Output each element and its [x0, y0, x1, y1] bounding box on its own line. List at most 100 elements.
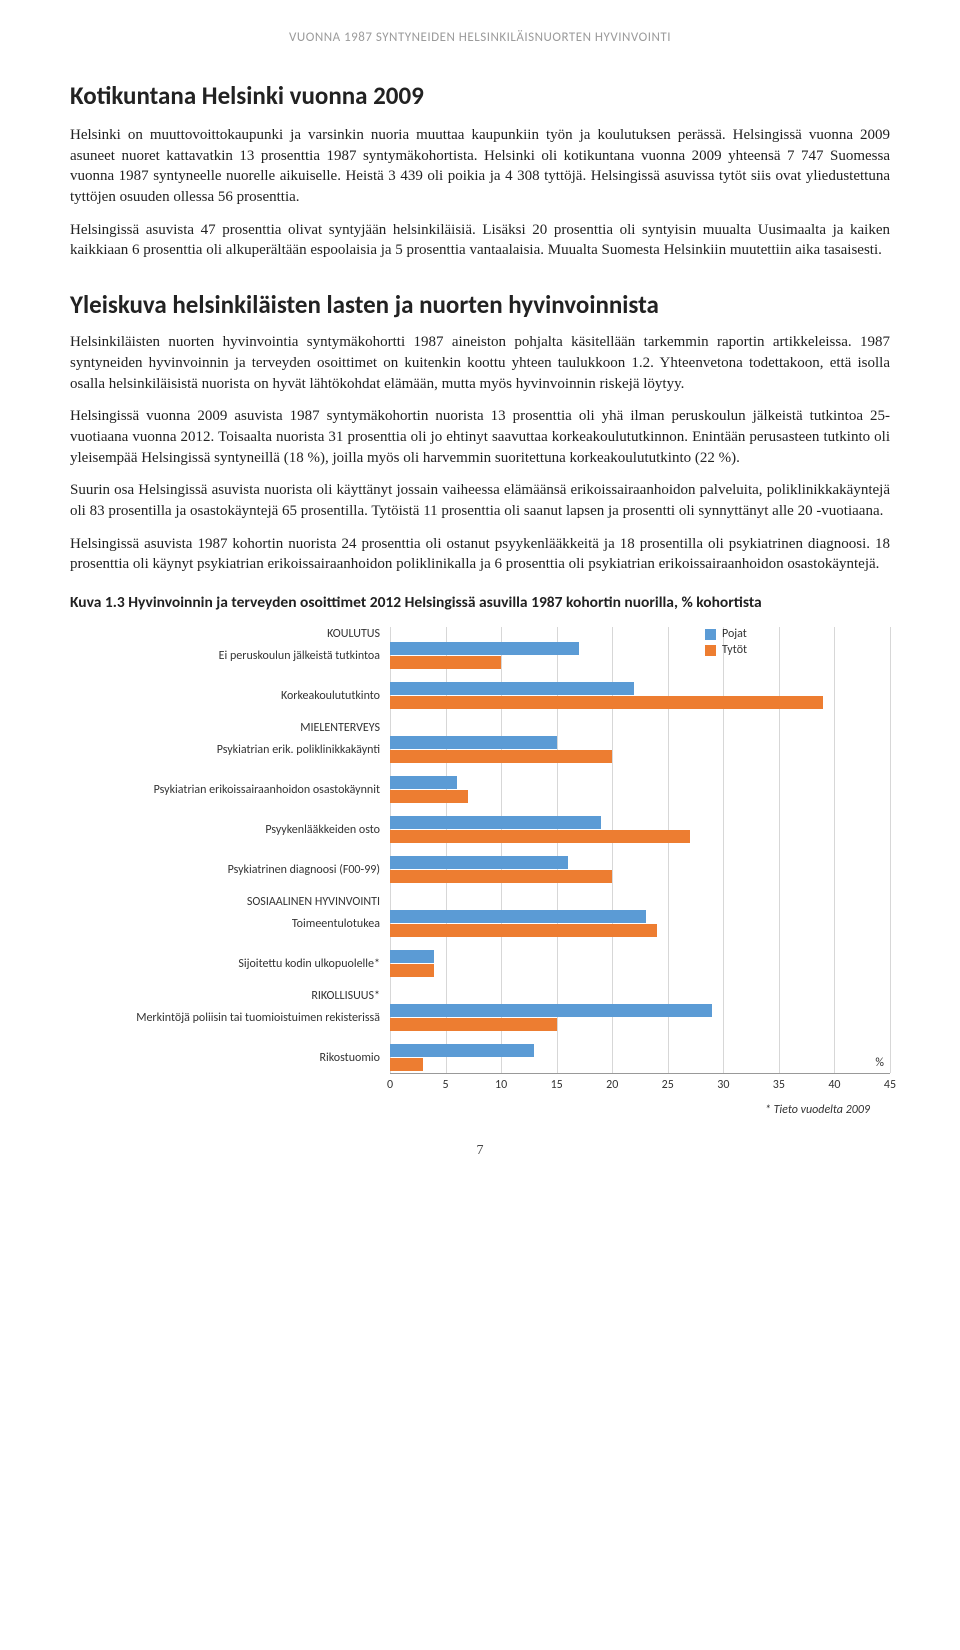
bar-pojat: [390, 816, 601, 829]
row-label: Psykiatrian erik. poliklinikkakäynti: [70, 735, 390, 765]
bar-tytot: [390, 656, 501, 669]
category-header: MIELENTERVEYS: [70, 721, 390, 735]
bar-row: [390, 681, 890, 711]
bar-tytot: [390, 924, 657, 937]
bar-group: [390, 1043, 890, 1073]
page-running-header: VUONNA 1987 SYNTYNEIDEN HELSINKILÄISNUOR…: [70, 30, 890, 45]
bar-group: [390, 775, 890, 805]
bar-row: [390, 855, 890, 885]
x-tick-label: 35: [773, 1078, 785, 1092]
bar-row-spacer: [390, 671, 890, 681]
category-header: SOSIAALINEN HYVINVOINTI: [70, 895, 390, 909]
bar-tytot: [390, 790, 468, 803]
row-label: Merkintöjä poliisin tai tuomioistuimen r…: [70, 1003, 390, 1033]
bar-row: [390, 775, 890, 805]
row-gap: [70, 885, 390, 895]
bar-row-spacer: [390, 979, 890, 989]
row-label: Sijoitettu kodin ulkopuolelle*: [70, 949, 390, 979]
y-axis-labels: KOULUTUSEi peruskoulun jälkeistä tutkint…: [70, 627, 390, 1073]
x-tick-label: 40: [828, 1078, 840, 1092]
bar-tytot: [390, 964, 434, 977]
x-axis: 051015202530354045%: [390, 1073, 890, 1101]
bar-pojat: [390, 736, 557, 749]
bar-tytot: [390, 696, 823, 709]
x-tick-label: 10: [495, 1078, 507, 1092]
x-tick-label: 15: [551, 1078, 563, 1092]
bar-pojat: [390, 1044, 534, 1057]
row-label: Ei peruskoulun jälkeistä tutkintoa: [70, 641, 390, 671]
x-tick-label: 45: [884, 1078, 896, 1092]
bar-row-spacer: [390, 845, 890, 855]
bar-row: [390, 641, 890, 671]
paragraph: Helsinkiläisten nuorten hyvinvointia syn…: [70, 332, 890, 394]
bar-tytot: [390, 1018, 557, 1031]
bar-group: [390, 815, 890, 845]
bar-pojat: [390, 950, 434, 963]
row-gap: [70, 939, 390, 949]
bar-group: [390, 949, 890, 979]
category-header: RIKOLLISUUS*: [70, 989, 390, 1003]
bar-row-spacer: [390, 711, 890, 721]
bar-row-spacer: [390, 885, 890, 895]
paragraph: Helsingissä vuonna 2009 asuvista 1987 sy…: [70, 406, 890, 468]
bar-row: [390, 1003, 890, 1033]
percent-symbol: %: [875, 1056, 884, 1070]
gridline: [890, 627, 891, 1073]
legend-label: Pojat: [722, 627, 747, 641]
bar-tytot: [390, 750, 612, 763]
category-header: KOULUTUS: [70, 627, 390, 641]
bar-row-spacer: [390, 989, 890, 1003]
x-tick-label: 25: [662, 1078, 674, 1092]
bar-pojat: [390, 776, 457, 789]
bar-row-spacer: [390, 805, 890, 815]
bar-pojat: [390, 682, 634, 695]
bar-pojat: [390, 1004, 712, 1017]
row-gap: [70, 979, 390, 989]
row-gap: [70, 1033, 390, 1043]
bar-pojat: [390, 910, 646, 923]
bar-group: [390, 641, 890, 671]
row-label: Toimeentulotukea: [70, 909, 390, 939]
paragraph: Helsingissä asuvista 47 prosenttia oliva…: [70, 220, 890, 261]
row-label: Rikostuomio: [70, 1043, 390, 1073]
bar-row-spacer: [390, 765, 890, 775]
row-gap: [70, 765, 390, 775]
x-tick-label: 30: [717, 1078, 729, 1092]
bar-tytot: [390, 870, 612, 883]
plot-area: PojatTytöt: [390, 627, 890, 1073]
section-title: Kotikuntana Helsinki vuonna 2009: [70, 80, 890, 111]
page-number: 7: [70, 1143, 890, 1159]
x-tick-label: 0: [387, 1078, 393, 1092]
row-label: Psyykenlääkkeiden osto: [70, 815, 390, 845]
bar-row: [390, 909, 890, 939]
bar-group: [390, 909, 890, 939]
bar-tytot: [390, 830, 690, 843]
bar-row-spacer: [390, 1033, 890, 1043]
row-label: Psykiatrian erikoissairaanhoidon osastok…: [70, 775, 390, 805]
bar-group: [390, 855, 890, 885]
bar-row-spacer: [390, 721, 890, 735]
bar-group: [390, 681, 890, 711]
bar-row-spacer: [390, 627, 890, 641]
legend-item: Pojat: [705, 627, 747, 641]
bar-pojat: [390, 642, 579, 655]
row-gap: [70, 711, 390, 721]
bar-tytot: [390, 1058, 423, 1071]
subsection-title: Yleiskuva helsinkiläisten lasten ja nuor…: [70, 289, 890, 320]
figure-caption: Kuva 1.3 Hyvinvoinnin ja terveyden osoit…: [70, 593, 890, 613]
legend-swatch: [705, 629, 716, 640]
row-label: Psykiatrinen diagnoosi (F00-99): [70, 855, 390, 885]
bar-row-spacer: [390, 939, 890, 949]
bar-pojat: [390, 856, 568, 869]
bar-row: [390, 735, 890, 765]
bar-chart: KOULUTUSEi peruskoulun jälkeistä tutkint…: [70, 627, 890, 1117]
paragraph: Helsingissä asuvista 1987 kohortin nuori…: [70, 534, 890, 575]
paragraph: Helsinki on muuttovoittokaupunki ja vars…: [70, 125, 890, 208]
x-tick-label: 20: [606, 1078, 618, 1092]
bar-row: [390, 949, 890, 979]
row-gap: [70, 671, 390, 681]
row-gap: [70, 805, 390, 815]
x-tick-label: 5: [443, 1078, 449, 1092]
row-label: Korkeakoulututkinto: [70, 681, 390, 711]
bar-row: [390, 1043, 890, 1073]
